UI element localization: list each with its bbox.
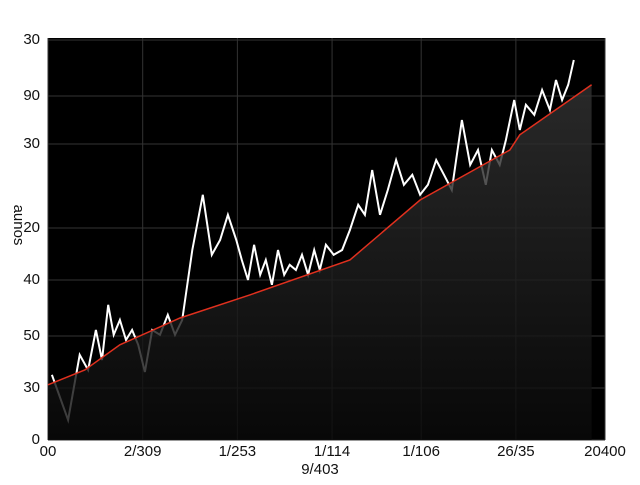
x-tick-label: 00 [40, 443, 57, 460]
y-tick-label: 30 [23, 379, 40, 396]
y-tick-label: 50 [23, 327, 40, 344]
y-tick-label: 0 [32, 431, 40, 448]
x-tick-label: 1/114 [314, 443, 350, 460]
x-tick-label: 1/253 [219, 443, 257, 460]
line [47, 84, 593, 386]
y-axis-label: aunos [10, 205, 27, 246]
y-tick-label: 40 [23, 271, 40, 288]
x-tick-label: 1/106 [402, 443, 440, 460]
area [48, 84, 592, 441]
x-tick-label: 20400 [584, 443, 626, 460]
y-tick-label: 30 [23, 31, 40, 48]
y-tick-label: 20 [23, 219, 40, 236]
y-tick-label: 30 [23, 135, 40, 152]
x-axis-label: 9/403 [301, 461, 339, 478]
x-tick-label: 26/35 [497, 443, 535, 460]
x-tick-label: 2/309 [124, 443, 162, 460]
y-tick-label: 90 [23, 87, 40, 104]
